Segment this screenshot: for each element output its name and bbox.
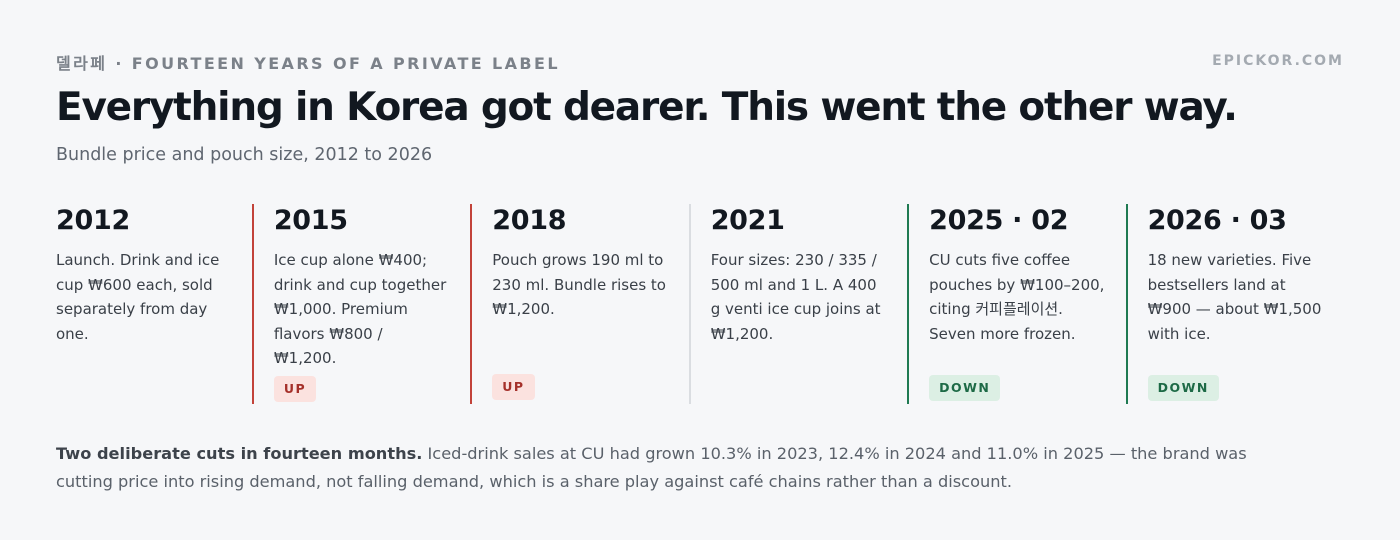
price-up-badge: UP <box>492 374 535 400</box>
timeline-year: 2012 <box>56 205 130 236</box>
timeline-text: Launch. Drink and ice cup ₩600 each, sol… <box>56 251 220 343</box>
timeline-divider <box>907 204 910 404</box>
timeline-text: CU cuts five coffee pouches by ₩100–200,… <box>929 251 1105 343</box>
timeline-divider <box>470 204 473 404</box>
timeline-item-2025-02: 2025 · 02 CU cuts five coffee pouches by… <box>907 204 1125 404</box>
timeline-year: 2018 <box>492 205 567 236</box>
timeline-item-2021: 2021 Four sizes: 230 / 335 / 500 ml and … <box>688 204 907 404</box>
price-down-badge: DOWN <box>929 375 1001 401</box>
footnote: Two deliberate cuts in fourteen months. … <box>56 440 1296 496</box>
footnote-body: Iced-drink sales at CU had grown 10.3% i… <box>56 444 1247 491</box>
timeline-item-2012: 2012 Launch. Drink and ice cup ₩600 each… <box>56 204 252 404</box>
timeline-divider <box>688 204 691 404</box>
price-up-badge: UP <box>273 376 317 402</box>
timeline-year: 2025 · 02 <box>929 205 1069 236</box>
timeline-divider <box>1125 204 1128 404</box>
timeline-item-2026-03: 2026 · 03 18 new varieties. Five bestsel… <box>1125 204 1344 404</box>
timeline-item-2015: 2015 Ice cup alone ₩400; drink and cup t… <box>251 204 470 404</box>
timeline-text: Pouch grows 190 ml to 230 ml. Bundle ris… <box>492 251 666 318</box>
timeline-text: Ice cup alone ₩400; drink and cup togeth… <box>273 251 447 367</box>
timeline-year: 2015 <box>273 205 348 236</box>
timeline-year: 2021 <box>710 205 785 236</box>
timeline-divider <box>251 204 254 404</box>
kicker: 델라페 · FOURTEEN YEARS OF A PRIVATE LABEL <box>56 54 560 73</box>
page-subtitle: Bundle price and pouch size, 2012 to 202… <box>56 145 433 165</box>
timeline: 2012 Launch. Drink and ice cup ₩600 each… <box>56 204 1344 404</box>
page-title: Everything in Korea got dearer. This wen… <box>56 85 1238 130</box>
timeline-year: 2026 · 03 <box>1147 205 1287 236</box>
footnote-lead: Two deliberate cuts in fourteen months. <box>56 444 423 463</box>
site-brand[interactable]: EPICKOR.COM <box>1212 53 1344 69</box>
timeline-text: Four sizes: 230 / 335 / 500 ml and 1 L. … <box>710 251 881 343</box>
timeline-item-2018: 2018 Pouch grows 190 ml to 230 ml. Bundl… <box>470 204 688 404</box>
timeline-text: 18 new varieties. Five bestsellers land … <box>1147 251 1322 343</box>
price-down-badge: DOWN <box>1147 375 1219 401</box>
